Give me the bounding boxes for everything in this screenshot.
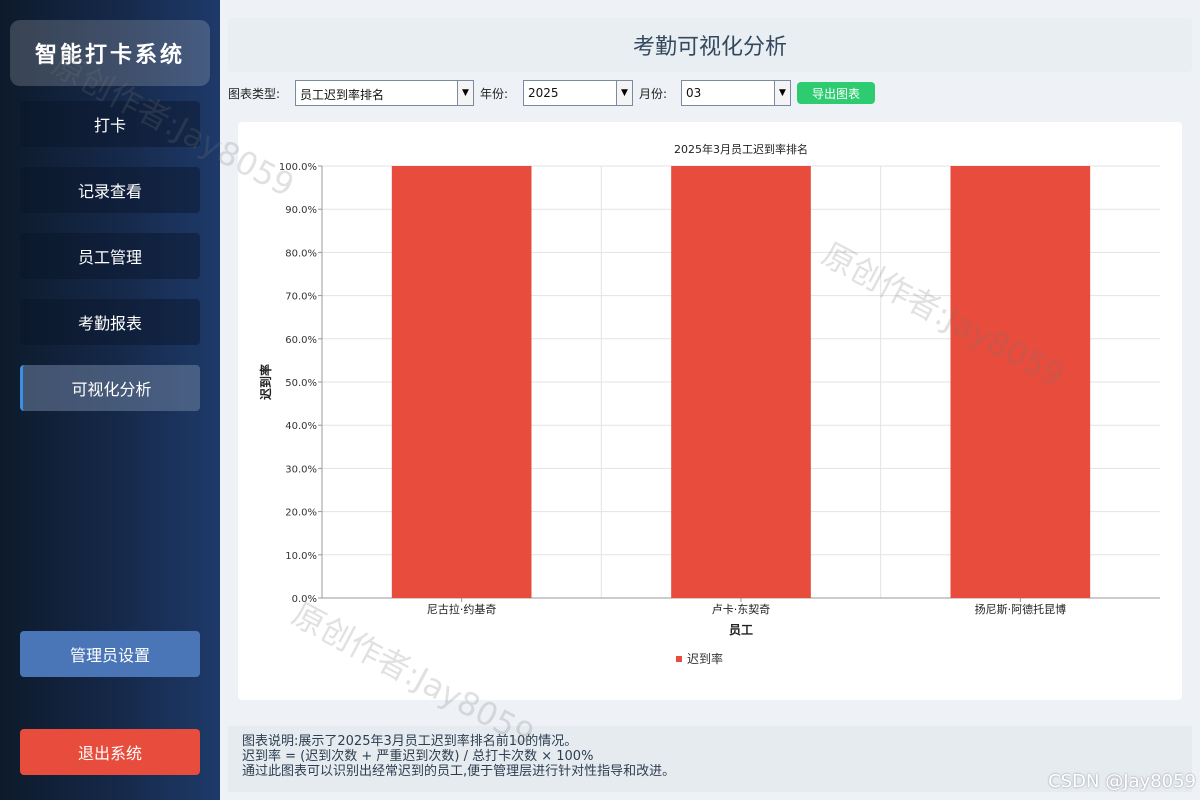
y-tick-label: 20.0% bbox=[285, 508, 317, 519]
bar bbox=[671, 166, 811, 598]
y-tick-label: 100.0% bbox=[279, 162, 317, 173]
admin-settings-button[interactable]: 管理员设置 bbox=[20, 631, 200, 677]
nav-item-employees[interactable]: 员工管理 bbox=[20, 233, 200, 279]
chevron-down-icon[interactable]: ▼ bbox=[774, 81, 790, 105]
bar-chart: 0.0% 10.0% 20.0% 30.0% 40.0% 50.0% 60.0% 70.0% 8… bbox=[258, 142, 1160, 666]
export-chart-button[interactable]: 导出图表 bbox=[797, 82, 875, 104]
nav-item-reports[interactable]: 考勤报表 bbox=[20, 299, 200, 345]
bar bbox=[950, 166, 1091, 598]
nav-item-records[interactable]: 记录查看 bbox=[20, 167, 200, 213]
x-axis-title: 员工 bbox=[729, 623, 753, 637]
y-tick-label: 70.0% bbox=[285, 292, 317, 303]
year-label: 年份: bbox=[480, 87, 509, 101]
y-tick-label: 50.0% bbox=[285, 378, 317, 389]
exit-button[interactable]: 退出系统 bbox=[20, 729, 200, 775]
month-value: 03 bbox=[686, 86, 702, 100]
y-axis-title: 迟到率 bbox=[258, 364, 273, 400]
csdn-watermark: CSDN @Jay8059 bbox=[1048, 771, 1196, 792]
page-title: 考勤可视化分析 bbox=[228, 18, 1192, 72]
year-value: 2025 bbox=[528, 86, 559, 100]
nav-item-visualization[interactable]: 可视化分析 bbox=[20, 365, 200, 411]
x-tick-label: 扬尼斯·阿德托昆博 bbox=[975, 602, 1066, 616]
y-tick-label: 40.0% bbox=[285, 421, 317, 432]
app-logo: 智能打卡系统 bbox=[10, 20, 210, 86]
y-tick-label: 10.0% bbox=[285, 551, 317, 562]
y-tick-label: 0.0% bbox=[292, 594, 317, 605]
x-tick-label: 尼古拉·约基奇 bbox=[427, 602, 497, 616]
month-select[interactable]: 03 ▼ bbox=[681, 80, 791, 106]
description-line-2: 迟到率 = (迟到次数 + 严重迟到次数) / 总打卡次数 × 100% bbox=[242, 749, 594, 764]
description-line-3: 通过此图表可以识别出经常迟到的员工,便于管理层进行针对性指导和改进。 bbox=[242, 764, 676, 779]
nav-item-punch[interactable]: 打卡 bbox=[20, 101, 200, 147]
chart-description: 图表说明:展示了2025年3月员工迟到率排名前10的情况。 迟到率 = (迟到次… bbox=[228, 726, 1192, 792]
month-label: 月份: bbox=[639, 87, 668, 101]
chart-title: 2025年3月员工迟到率排名 bbox=[674, 142, 808, 156]
legend-swatch bbox=[676, 656, 682, 662]
chart-toolbar: 图表类型: 员工迟到率排名 ▼ 年份: 2025 ▼ 月份: 03 ▼ 导出图表 bbox=[228, 80, 1188, 106]
bar bbox=[391, 166, 532, 598]
legend-label: 迟到率 bbox=[687, 651, 723, 666]
chart-panel: 0.0% 10.0% 20.0% 30.0% 40.0% 50.0% 60.0% 70.0% 8… bbox=[238, 122, 1182, 700]
y-tick-label: 60.0% bbox=[285, 335, 317, 346]
year-select[interactable]: 2025 ▼ bbox=[523, 80, 633, 106]
y-tick-label: 30.0% bbox=[285, 464, 317, 475]
y-tick-label: 80.0% bbox=[285, 248, 317, 259]
y-tick-label: 90.0% bbox=[285, 205, 317, 216]
chart-type-label: 图表类型: bbox=[228, 87, 281, 101]
chevron-down-icon[interactable]: ▼ bbox=[616, 81, 632, 105]
chart-type-select[interactable]: 员工迟到率排名 ▼ bbox=[295, 80, 474, 106]
chart-type-value: 员工迟到率排名 bbox=[300, 88, 385, 102]
chevron-down-icon[interactable]: ▼ bbox=[457, 81, 473, 105]
description-line-1: 图表说明:展示了2025年3月员工迟到率排名前10的情况。 bbox=[242, 734, 578, 749]
x-tick-label: 卢卡·东契奇 bbox=[712, 602, 771, 616]
sidebar: 智能打卡系统 打卡 记录查看 员工管理 考勤报表 可视化分析 管理员设置 退出系… bbox=[0, 0, 220, 800]
